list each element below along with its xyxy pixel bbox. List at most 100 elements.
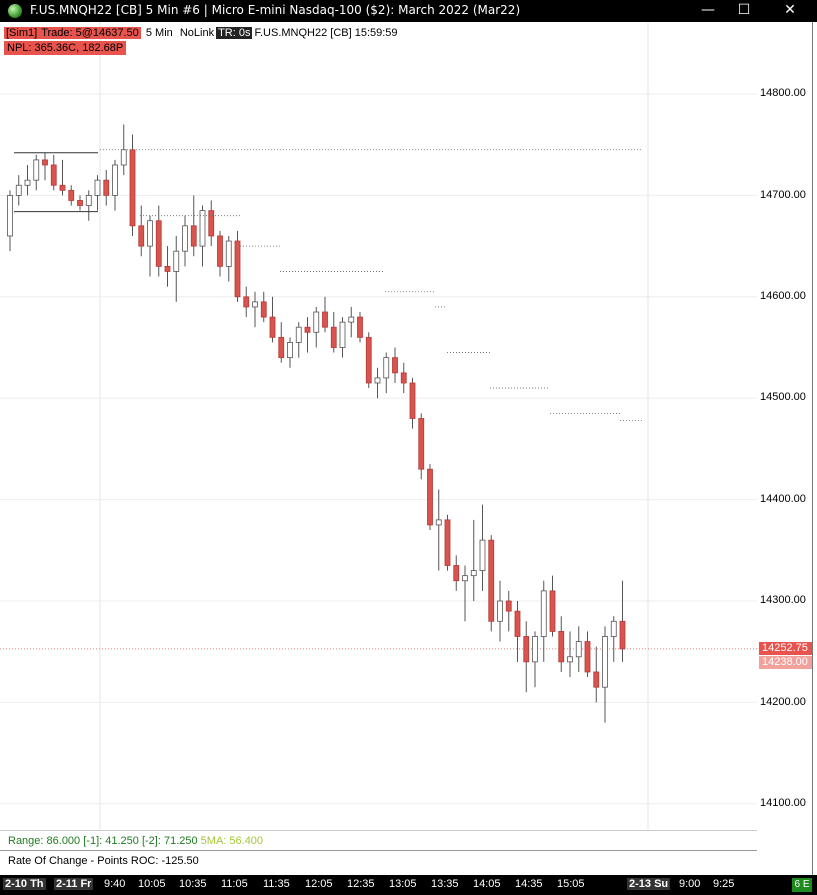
candle-body bbox=[173, 250, 180, 272]
candle-body bbox=[182, 225, 188, 252]
minimize-button[interactable]: — bbox=[701, 2, 715, 18]
time-label: 9:25 bbox=[713, 878, 735, 890]
time-label: 13:35 bbox=[431, 878, 459, 890]
candle-body bbox=[208, 210, 215, 237]
candle-body bbox=[15, 184, 22, 196]
candle-body bbox=[400, 372, 407, 384]
candle-body bbox=[304, 326, 311, 333]
candle-body bbox=[602, 636, 608, 688]
time-label: 11:35 bbox=[263, 878, 290, 890]
candle-body bbox=[558, 631, 565, 663]
time-label: 2-11 Fr bbox=[54, 878, 94, 890]
close-button[interactable]: ✕ bbox=[784, 2, 796, 18]
candle-body bbox=[619, 620, 626, 650]
period-label[interactable]: 5 Min bbox=[145, 27, 173, 39]
candle-body bbox=[85, 194, 92, 206]
time-label: 13:05 bbox=[389, 878, 417, 890]
candle-body bbox=[33, 159, 40, 181]
candle-body bbox=[260, 301, 267, 318]
candle-body bbox=[50, 164, 57, 186]
time-label: 2-10 Th bbox=[3, 878, 46, 890]
candle-body bbox=[68, 189, 75, 201]
candle-body bbox=[138, 225, 145, 247]
time-label: 10:35 bbox=[179, 878, 207, 890]
candle-body bbox=[523, 636, 530, 663]
chart-area[interactable] bbox=[0, 22, 757, 830]
range-value: Range: 86.000 bbox=[8, 835, 81, 847]
account-label[interactable]: [Sim1] bbox=[4, 27, 40, 39]
candle-body bbox=[322, 311, 328, 328]
candle-body bbox=[217, 235, 223, 267]
candle-body bbox=[488, 539, 495, 622]
candle-body bbox=[199, 210, 206, 247]
candle-body bbox=[462, 575, 468, 582]
roc-indicator-text: Rate Of Change - Points ROC: -125.50 bbox=[8, 855, 199, 867]
range-m2-value: [-2]: 71.250 bbox=[141, 835, 198, 847]
range-m1-value: [-1]: 41.250 bbox=[83, 835, 139, 847]
candle-body bbox=[190, 225, 197, 247]
tr-label: TR: 0s bbox=[216, 27, 253, 39]
candle-body bbox=[584, 641, 591, 673]
candle-body bbox=[59, 184, 66, 191]
price-tick: 14200.00 bbox=[760, 696, 806, 708]
range-indicator-text: Range: 86.000 [-1]: 41.250 [-2]: 71.250 … bbox=[8, 835, 263, 847]
link-label[interactable]: NoLink bbox=[179, 27, 215, 39]
candle-body bbox=[269, 316, 276, 338]
candle-body bbox=[155, 220, 162, 267]
candle-body bbox=[549, 590, 556, 632]
candle-body bbox=[392, 357, 398, 374]
candle-body bbox=[243, 296, 250, 308]
candle-body bbox=[540, 590, 547, 637]
candle-body bbox=[532, 636, 538, 663]
price-tick: 14100.00 bbox=[760, 797, 806, 809]
candlestick-chart[interactable] bbox=[0, 22, 757, 830]
candle-body bbox=[287, 342, 293, 359]
candle-body bbox=[147, 220, 153, 247]
candle-body bbox=[295, 326, 302, 343]
time-axis[interactable]: 2-10 Th 2-11 Fr 9:40 10:05 10:35 11:05 1… bbox=[0, 875, 817, 895]
price-tick: 14600.00 bbox=[760, 290, 806, 302]
candle-body bbox=[479, 539, 486, 571]
time-label: 14:05 bbox=[473, 878, 501, 890]
price-tick: 14800.00 bbox=[760, 87, 806, 99]
price-tick: 14700.00 bbox=[760, 189, 806, 201]
price-axis[interactable]: 14800.00 14700.00 14600.00 14500.00 1440… bbox=[757, 22, 817, 875]
time-label: 14:35 bbox=[515, 878, 543, 890]
candle-body bbox=[567, 656, 573, 663]
candle-body bbox=[365, 336, 372, 384]
window-title: F.US.MNQH22 [CB] 5 Min #6 | Micro E-mini… bbox=[30, 3, 521, 17]
time-label: 10:05 bbox=[138, 878, 166, 890]
candle-body bbox=[252, 301, 258, 308]
npl-label: NPL: 365.36C, 182.68P bbox=[4, 41, 127, 55]
candle-body bbox=[470, 570, 477, 577]
roc-indicator-panel[interactable]: Rate Of Change - Points ROC: -125.50 bbox=[0, 850, 757, 876]
globe-icon bbox=[8, 4, 22, 18]
candle-body bbox=[505, 600, 512, 612]
candle-body bbox=[313, 311, 320, 333]
time-label: 12:05 bbox=[305, 878, 333, 890]
trade-label: Trade: 5@14637.50 bbox=[39, 27, 141, 39]
candle-body bbox=[339, 321, 346, 348]
time-label: 9:40 bbox=[104, 878, 126, 890]
candle-body bbox=[278, 336, 285, 359]
maximize-button[interactable]: ☐ bbox=[737, 2, 751, 18]
price-tick: 14300.00 bbox=[760, 594, 806, 606]
candle-body bbox=[24, 179, 31, 186]
status-badge[interactable]: 6 E bbox=[792, 878, 812, 892]
candle-body bbox=[330, 326, 337, 348]
time-label: 15:05 bbox=[557, 878, 585, 890]
price-tick: 14400.00 bbox=[760, 493, 806, 505]
candle-body bbox=[234, 240, 241, 298]
candle-body bbox=[120, 149, 127, 166]
candle-body bbox=[453, 565, 460, 582]
candle-body bbox=[575, 641, 582, 658]
bid-price-marker: 14238.00 bbox=[759, 656, 812, 669]
candle-body bbox=[374, 377, 381, 384]
candle-body bbox=[164, 265, 171, 272]
candle-body bbox=[514, 610, 521, 637]
last-price-marker: 14252.75 bbox=[759, 642, 812, 655]
candle-body bbox=[427, 468, 433, 526]
window-titlebar: F.US.MNQH22 [CB] 5 Min #6 | Micro E-mini… bbox=[0, 0, 817, 22]
candle-body bbox=[435, 519, 442, 526]
range-indicator-panel[interactable]: Range: 86.000 [-1]: 41.250 [-2]: 71.250 … bbox=[0, 830, 757, 851]
